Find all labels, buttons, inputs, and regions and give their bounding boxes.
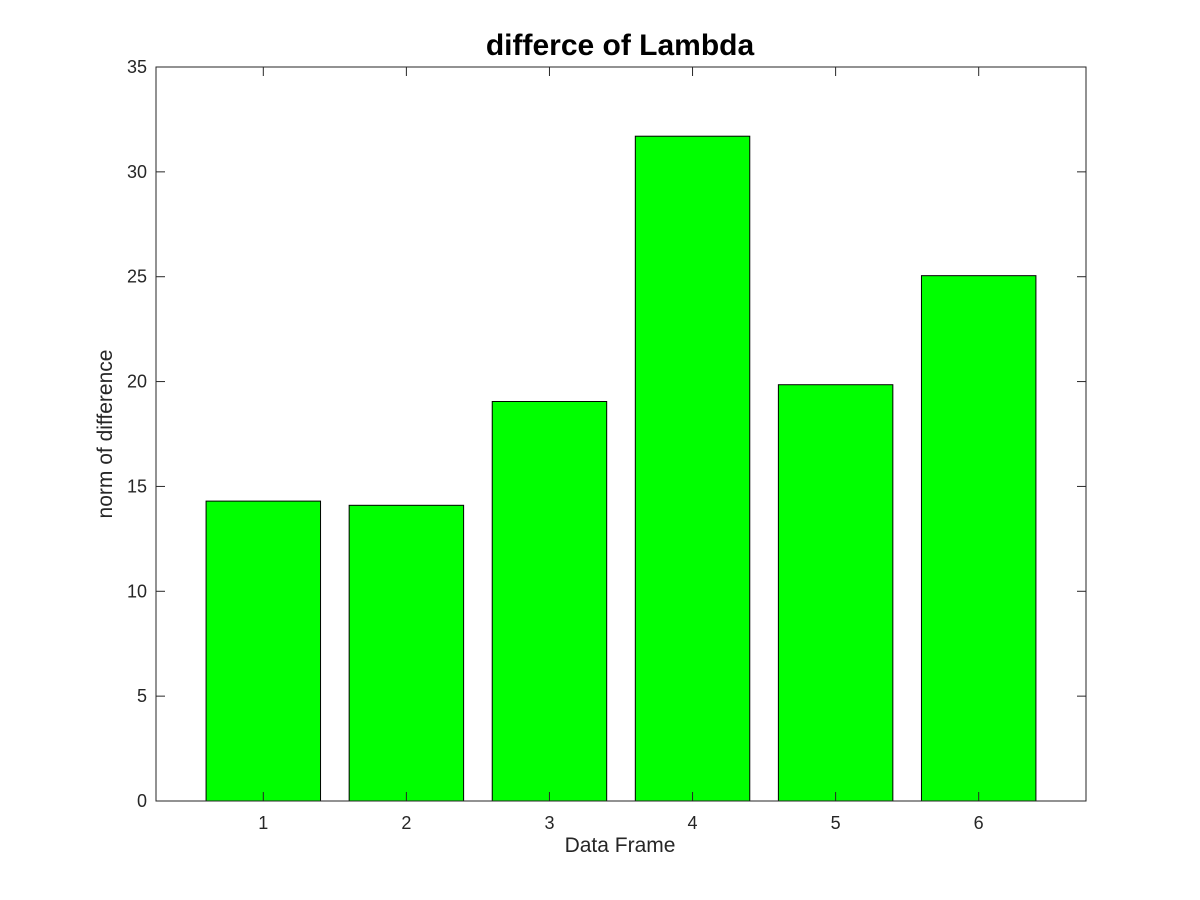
y-tick-label-25: 25 (127, 267, 147, 287)
y-tick-label-10: 10 (127, 581, 147, 601)
chart-title: differce of Lambda (486, 29, 755, 62)
bars-group (205, 135, 1037, 802)
x-tick-label-1: 1 (258, 813, 268, 833)
bar-4 (634, 135, 751, 802)
y-tick-label-15: 15 (127, 476, 147, 496)
axes-box (155, 66, 1087, 802)
x-tick-label-2: 2 (401, 813, 411, 833)
x-tick-label-4: 4 (688, 813, 698, 833)
bar-5 (777, 384, 894, 802)
bar-2 (348, 504, 465, 802)
x-axis-label: Data Frame (565, 834, 676, 857)
bar-6 (920, 275, 1037, 802)
x-axis: 1 2 3 4 5 6 (258, 67, 984, 833)
x-tick-label-3: 3 (544, 813, 554, 833)
x-tick-label-6: 6 (974, 813, 984, 833)
y-tick-label-0: 0 (137, 791, 147, 811)
bar-1 (205, 500, 322, 802)
y-tick-label-35: 35 (127, 57, 147, 77)
y-axis-label: norm of difference (94, 350, 117, 519)
bar-3 (491, 400, 608, 802)
y-tick-label-30: 30 (127, 162, 147, 182)
y-tick-label-20: 20 (127, 372, 147, 392)
y-axis: 0 5 10 15 20 25 30 35 (127, 57, 1086, 811)
y-tick-label-5: 5 (137, 686, 147, 706)
x-tick-label-5: 5 (831, 813, 841, 833)
